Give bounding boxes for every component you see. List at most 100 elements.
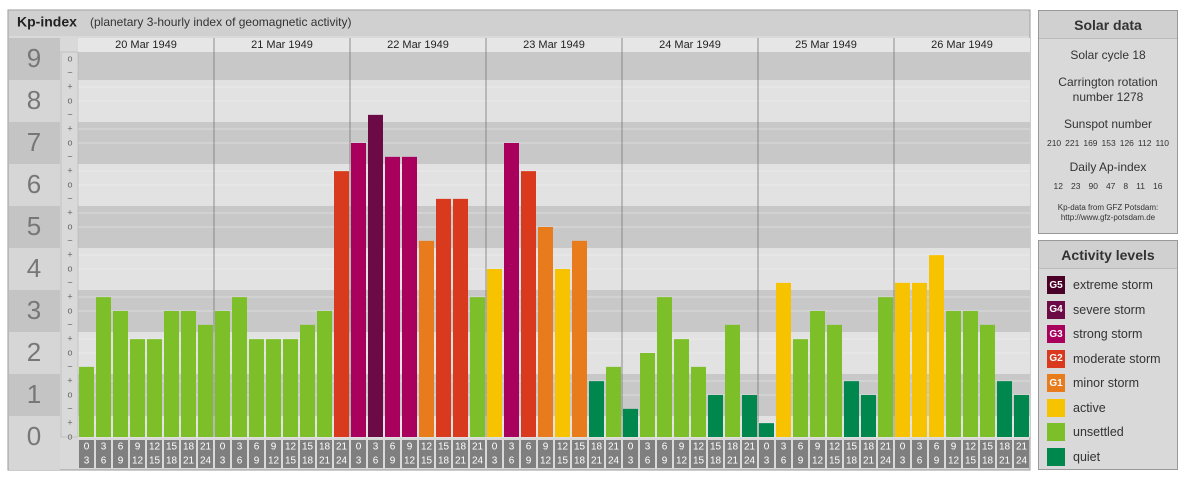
hour-to: 9 [390, 456, 396, 467]
bar [742, 395, 757, 437]
header-bar [9, 11, 1029, 36]
hour-to: 15 [421, 456, 433, 467]
hour-cell [96, 440, 111, 468]
hour-cell [980, 440, 995, 468]
hour-cell [759, 440, 774, 468]
level-swatch: G4 [1047, 300, 1065, 319]
hour-to: 18 [302, 456, 314, 467]
level-list: G5 extreme storm G4 severe storm G3 strong st… [1039, 273, 1177, 469]
hour-from: 18 [863, 442, 875, 453]
panel-title: Solar data [1039, 11, 1177, 39]
bar [215, 311, 230, 437]
hour-from: 9 [679, 442, 685, 453]
hour-cell [861, 440, 876, 468]
y-tick-label: 8 [27, 85, 41, 115]
hour-from: 0 [492, 442, 498, 453]
day-label: 20 Mar 1949 [115, 39, 177, 51]
sunspot-value: 126 [1119, 138, 1134, 148]
bar [623, 408, 638, 437]
hour-to: 9 [254, 456, 260, 467]
hour-from: 3 [509, 442, 515, 453]
ap-value: 90 [1088, 181, 1098, 191]
hour-to: 24 [744, 456, 756, 467]
hour-to: 6 [781, 456, 787, 467]
hour-to: 24 [880, 456, 892, 467]
hour-to: 15 [965, 456, 977, 467]
hour-from: 21 [472, 442, 484, 453]
hour-to: 9 [118, 456, 124, 467]
hour-to: 15 [285, 456, 297, 467]
hour-to: 18 [438, 456, 450, 467]
hour-cell [368, 440, 383, 468]
hour-from: 15 [574, 442, 586, 453]
hour-to: 12 [404, 456, 416, 467]
hour-from: 15 [710, 442, 722, 453]
hour-from: 3 [237, 442, 243, 453]
hour-cell [79, 440, 94, 468]
hour-cell [402, 440, 417, 468]
hour-cell [589, 440, 604, 468]
hour-to: 9 [934, 456, 940, 467]
level-swatch: G1 [1047, 374, 1065, 393]
hour-from: 9 [407, 442, 413, 453]
hour-cell [929, 440, 944, 468]
hour-cell [640, 440, 655, 468]
bar [436, 198, 451, 437]
bar [300, 324, 315, 437]
hour-from: 15 [302, 442, 314, 453]
hour-to: 21 [999, 456, 1011, 467]
ap-value: 47 [1105, 181, 1116, 191]
hour-to: 21 [727, 456, 739, 467]
bar [487, 269, 502, 437]
hour-to: 3 [492, 456, 498, 467]
hour-from: 18 [727, 442, 739, 453]
hour-from: 12 [965, 442, 977, 453]
bar [878, 297, 893, 437]
hour-cell [232, 440, 247, 468]
hour-from: 0 [220, 442, 226, 453]
bar [351, 143, 366, 437]
hour-to: 24 [200, 456, 212, 467]
bar [521, 171, 536, 437]
y-minor-label: + [67, 207, 72, 217]
y-minor-label: + [67, 375, 72, 385]
y-minor-label: o [67, 389, 72, 399]
level-swatch: G5 [1047, 276, 1065, 295]
bar [657, 297, 672, 437]
hour-cell [708, 440, 723, 468]
hour-cell [385, 440, 400, 468]
bar [181, 311, 196, 437]
hour-from: 9 [271, 442, 277, 453]
bar [572, 240, 587, 437]
hour-from: 15 [438, 442, 450, 453]
hour-from: 12 [557, 442, 569, 453]
day-label: 26 Mar 1949 [931, 39, 993, 51]
bar [946, 311, 961, 437]
sunspot-title: Sunspot number [1063, 117, 1153, 131]
hour-to: 9 [662, 456, 668, 467]
hour-from: 6 [662, 442, 668, 453]
bar [640, 353, 655, 437]
level-swatch [1047, 423, 1065, 442]
bar [538, 227, 553, 437]
hour-cell [827, 440, 842, 468]
hour-to: 12 [540, 456, 552, 467]
y-label-band [9, 80, 60, 122]
source: Kp-data from GFZ Potsdam: http://www.gfz-… [1039, 203, 1177, 223]
bar [453, 198, 468, 437]
day-label: 25 Mar 1949 [795, 39, 857, 51]
hour-from: 9 [543, 442, 549, 453]
hour-to: 15 [829, 456, 841, 467]
hour-from: 18 [183, 442, 195, 453]
bar [266, 339, 281, 437]
hour-cell [606, 440, 621, 468]
level-item: G3 strong storm [1039, 322, 1177, 347]
y-tick-label: 5 [27, 211, 41, 241]
bar [793, 339, 808, 437]
hour-to: 3 [628, 456, 634, 467]
y-minor-label: o [67, 347, 72, 357]
bar [997, 381, 1012, 437]
hour-to: 15 [149, 456, 161, 467]
hour-cell [776, 440, 791, 468]
